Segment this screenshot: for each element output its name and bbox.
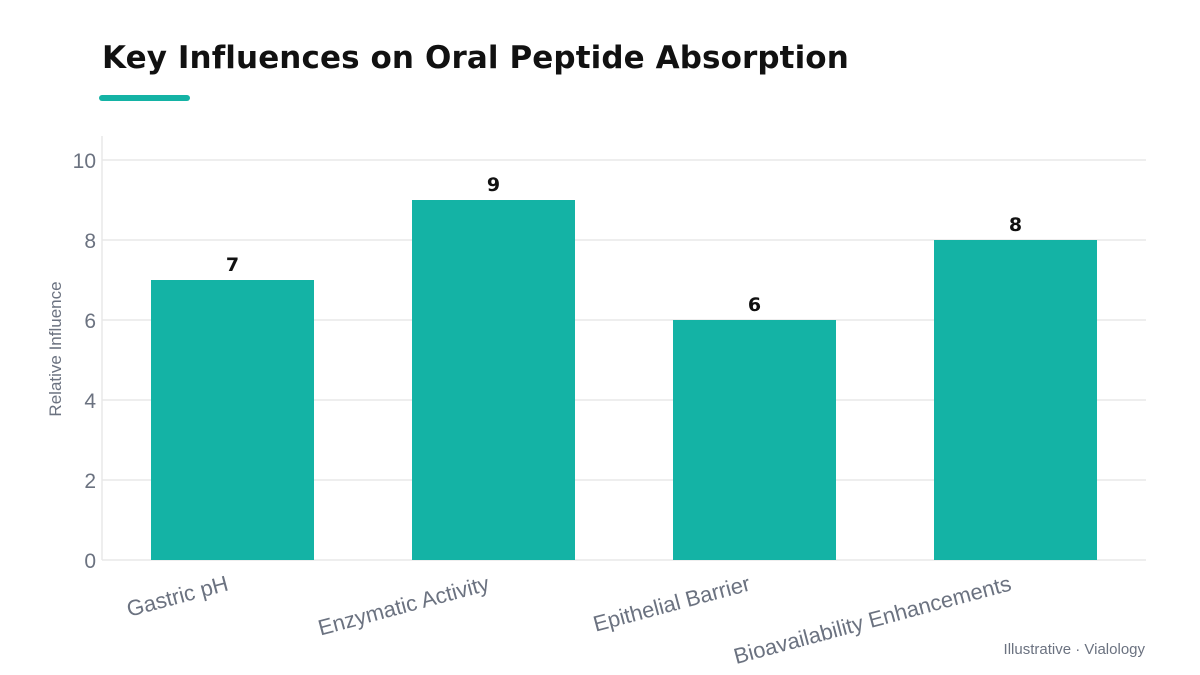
y-tick-label: 8 — [84, 230, 96, 253]
y-tick-label: 4 — [84, 390, 96, 413]
bars — [151, 200, 1097, 560]
y-tick-label: 2 — [84, 470, 96, 493]
value-label: 9 — [487, 174, 500, 196]
y-tick-label: 0 — [84, 550, 96, 573]
bar — [151, 280, 314, 560]
y-tick-label: 6 — [84, 310, 96, 333]
y-tick-labels: 0 2 4 6 8 10 — [73, 150, 97, 573]
chart-title: Key Influences on Oral Peptide Absorptio… — [102, 40, 849, 76]
value-label: 6 — [748, 294, 761, 316]
y-tick-label: 10 — [73, 150, 96, 173]
category-label: Gastric pH — [124, 571, 231, 622]
category-label: Bioavailability Enhancements — [731, 571, 1014, 669]
bar — [412, 200, 575, 560]
bar — [673, 320, 836, 560]
category-labels: Gastric pH Enzymatic Activity Epithelial B… — [124, 571, 1014, 669]
bar — [934, 240, 1097, 560]
value-label: 8 — [1009, 214, 1022, 236]
value-label: 7 — [226, 254, 239, 276]
source-note: Illustrative · Vialology — [1003, 641, 1145, 658]
category-label: Epithelial Barrier — [590, 571, 752, 637]
title-accent-bar — [99, 95, 190, 101]
value-labels: 7 9 6 8 — [226, 174, 1022, 316]
category-label: Enzymatic Activity — [315, 571, 492, 641]
